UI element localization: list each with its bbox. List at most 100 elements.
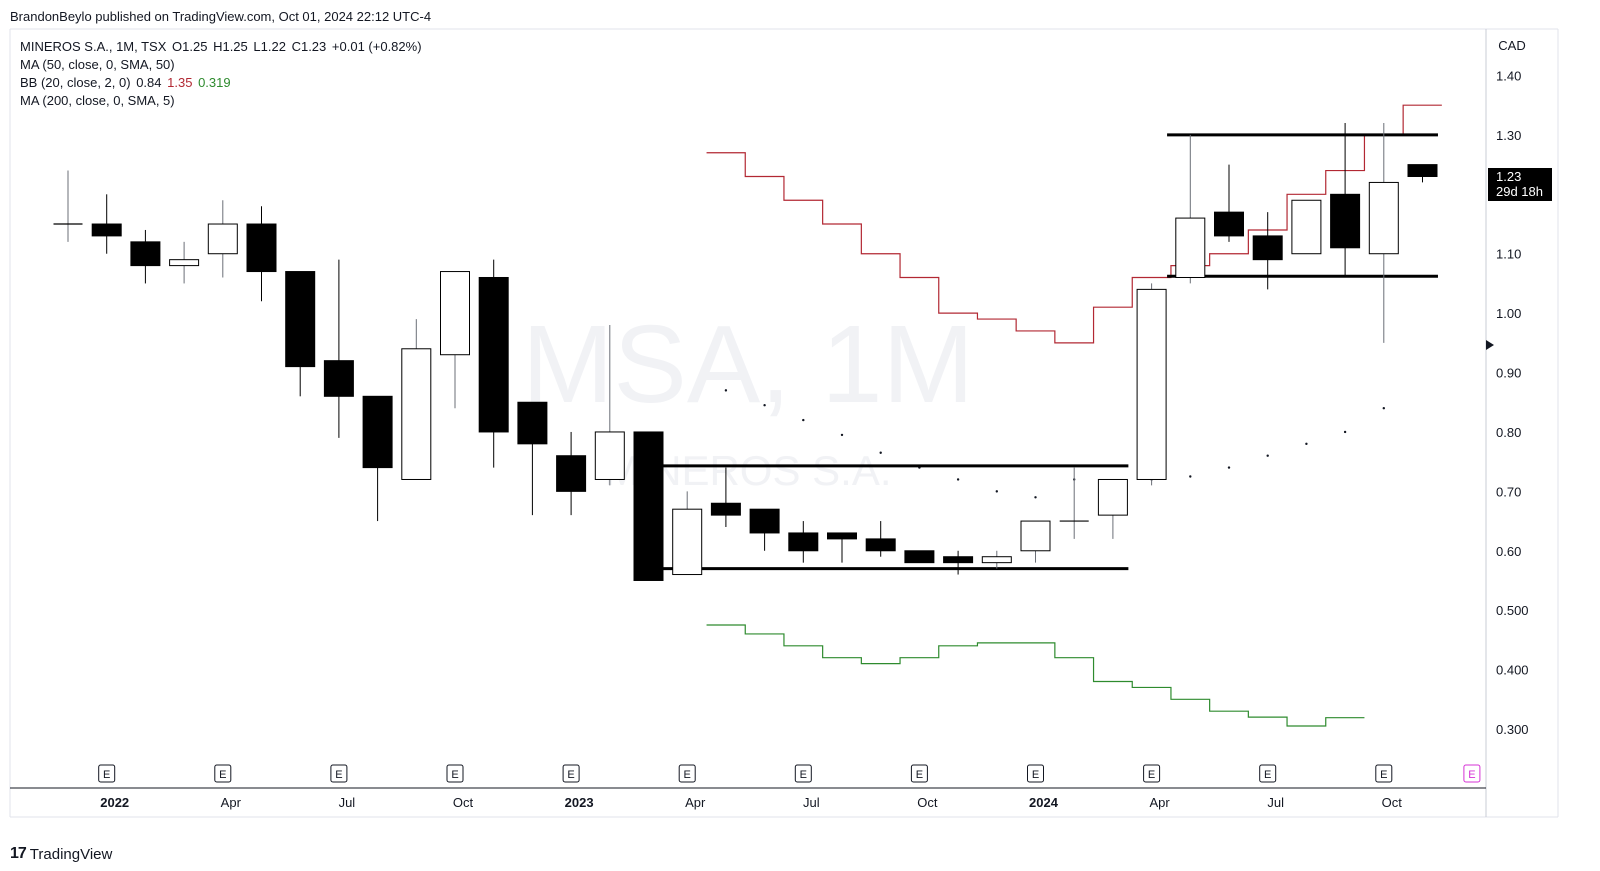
earnings-marker: E [446, 764, 464, 783]
time-tick-label: Jul [339, 795, 356, 810]
earnings-marker: E [1375, 764, 1393, 783]
candle [1291, 199, 1322, 255]
candle-body [1252, 235, 1283, 261]
candle-body [904, 550, 935, 564]
candle [169, 241, 200, 284]
bb-basis-point [763, 404, 766, 407]
candle [207, 200, 238, 278]
legend-bb-label: BB (20, close, 2, 0) [20, 75, 131, 90]
price-tick-label: 1.00 [1496, 306, 1521, 321]
price-tick-label: 0.400 [1496, 663, 1529, 678]
bb-basis-point [956, 478, 960, 481]
price-tick-label: 0.500 [1496, 603, 1529, 618]
horizontal-lines[interactable] [644, 133, 1438, 571]
candle-body [323, 360, 354, 397]
candle [827, 532, 857, 563]
legend-close: C1.23 [291, 39, 327, 54]
price-pointer-icon [1486, 340, 1494, 350]
candle-body [749, 508, 780, 534]
earnings-marker: E [214, 764, 232, 783]
candle [1097, 478, 1128, 539]
legend-open: O1.25 [172, 39, 208, 54]
time-tick-label: 2022 [100, 795, 129, 810]
candle-body [169, 259, 200, 267]
legend-symbol: MINEROS S.A., 1M, TSX [20, 39, 167, 54]
price-tick-label: 1.40 [1496, 69, 1521, 84]
candle [401, 319, 432, 480]
earnings-marker: E [794, 764, 812, 783]
earnings-marker-label: E [103, 769, 110, 781]
earnings-marker: E [1143, 764, 1161, 783]
chart-legend: MINEROS S.A., 1M, TSX O1.25 H1.25 L1.22 … [20, 38, 424, 110]
candle-body [594, 431, 625, 480]
legend-high: H1.25 [213, 39, 248, 54]
candle [517, 401, 548, 516]
candle-body [401, 348, 432, 480]
candle-body [1097, 478, 1128, 516]
candle-body [1291, 199, 1322, 255]
candle-body [246, 223, 277, 273]
candle [1059, 467, 1089, 539]
candle [981, 550, 1012, 569]
candle [672, 491, 703, 576]
last-price-label: 1.23 29d 18h [1488, 168, 1552, 201]
price-tick-label: 0.70 [1496, 484, 1521, 499]
candle-body [1020, 520, 1051, 552]
candle-body [440, 271, 470, 356]
candle [904, 550, 935, 564]
candle-body [710, 502, 741, 516]
legend-ma50: MA (50, close, 0, SMA, 50) [20, 57, 175, 72]
earnings-marker-box [910, 764, 928, 783]
candle-body [1136, 288, 1167, 480]
bb-basis-point [802, 418, 805, 422]
time-tick-label: Apr [1149, 795, 1170, 810]
time-axis[interactable]: 2022 Apr Jul Oct 2023 Apr Jul Oct 2024 Apr Jul Oct [100, 795, 1402, 810]
currency-label[interactable]: CAD [1498, 38, 1525, 53]
bb-basis-point [1305, 442, 1308, 446]
candle-body [285, 271, 316, 368]
candle [865, 521, 896, 557]
earnings-marker-label: E [684, 769, 691, 781]
legend-bb-upper: 1.35 [167, 75, 193, 90]
tradingview-logo-icon: 17 [10, 845, 27, 862]
last-price-value: 1.23 [1496, 169, 1521, 184]
candle [594, 325, 625, 486]
earnings-marker: E [910, 764, 928, 783]
candle-body [91, 223, 122, 237]
time-tick-label: Jul [1267, 795, 1284, 810]
bb-basis-point [1227, 466, 1231, 469]
candles [53, 123, 1438, 581]
legend-symbol-row[interactable]: MINEROS S.A., 1M, TSX O1.25 H1.25 L1.22 … [20, 38, 424, 56]
legend-bb-row[interactable]: BB (20, close, 2, 0) 0.84 1.35 0.319 [20, 74, 424, 92]
earnings-marker-label: E [916, 769, 923, 781]
last-price-box [1488, 168, 1552, 201]
price-tick-label: 0.300 [1496, 722, 1529, 737]
candle [788, 521, 819, 563]
candle-body [827, 532, 857, 540]
earnings-marker-label: E [1468, 769, 1475, 781]
candle-body [478, 276, 509, 433]
bb-basis-point [1382, 406, 1386, 410]
earnings-marker-box [678, 764, 696, 783]
candle-body [865, 538, 896, 552]
time-tick-label: Apr [221, 795, 242, 810]
candle [323, 259, 354, 438]
candle [91, 194, 122, 254]
bb-basis-point [840, 433, 844, 437]
candle [53, 170, 83, 242]
earnings-marker-box [214, 764, 232, 783]
legend-ma50-row[interactable]: MA (50, close, 0, SMA, 50) [20, 56, 424, 74]
candle-body [362, 395, 393, 469]
candle-body [672, 508, 703, 576]
earnings-marker: E [330, 764, 348, 783]
candle [1330, 123, 1361, 278]
bb-basis-point [995, 490, 998, 493]
candle [130, 229, 161, 284]
price-tick-label: 0.60 [1496, 544, 1521, 559]
candle-body [1368, 181, 1399, 255]
tradingview-brand[interactable]: 17 TradingView [10, 845, 112, 863]
candle-body [130, 241, 161, 267]
legend-ma200-row[interactable]: MA (200, close, 0, SMA, 5) [20, 92, 424, 110]
